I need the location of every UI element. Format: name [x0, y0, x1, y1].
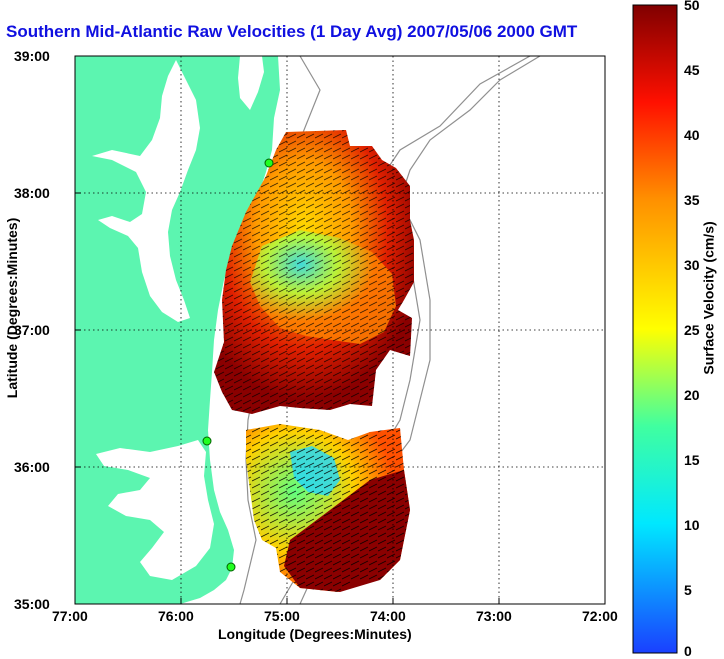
- station-3: [226, 562, 236, 572]
- cb-tick-50: 50: [684, 0, 700, 13]
- ytick-4: 35:00: [14, 596, 50, 612]
- xtick-0: 77:00: [52, 608, 88, 624]
- colorbar: [632, 4, 678, 654]
- xtick-1: 76:00: [158, 608, 194, 624]
- cb-tick-0: 0: [684, 643, 692, 659]
- cb-tick-40: 40: [684, 127, 700, 143]
- cb-tick-25: 25: [684, 322, 700, 338]
- delaware-bay: [238, 56, 264, 110]
- cb-tick-35: 35: [684, 192, 700, 208]
- ytick-1: 38:00: [14, 185, 50, 201]
- station-2: [202, 436, 212, 446]
- xtick-3: 74:00: [370, 608, 406, 624]
- cb-tick-10: 10: [684, 517, 700, 533]
- map-title: Southern Mid-Atlantic Raw Velocities (1 …: [6, 22, 578, 41]
- cb-tick-30: 30: [684, 257, 700, 273]
- grid: [75, 56, 605, 604]
- pamlico-sound: [96, 440, 214, 580]
- cb-tick-20: 20: [684, 387, 700, 403]
- cb-tick-15: 15: [684, 452, 700, 468]
- xtick-2: 75:00: [264, 608, 300, 624]
- ytick-0: 39:00: [14, 48, 50, 64]
- chesapeake-bay: [92, 60, 200, 322]
- xtick-5: 72:00: [582, 608, 618, 624]
- title-container: Southern Mid-Atlantic Raw Velocities (1 …: [0, 0, 632, 60]
- y-axis-label: Latitude (Degrees:Minutes): [4, 217, 21, 399]
- cb-tick-45: 45: [684, 62, 700, 78]
- station-1: [264, 158, 274, 168]
- ytick-2: 37:00: [14, 322, 50, 338]
- colorbar-label: Surface Velocity (cm/s): [700, 221, 717, 375]
- xtick-4: 73:00: [476, 608, 512, 624]
- cb-tick-5: 5: [684, 582, 692, 598]
- ytick-3: 36:00: [14, 459, 50, 475]
- x-axis-label: Longitude (Degrees:Minutes): [218, 626, 412, 642]
